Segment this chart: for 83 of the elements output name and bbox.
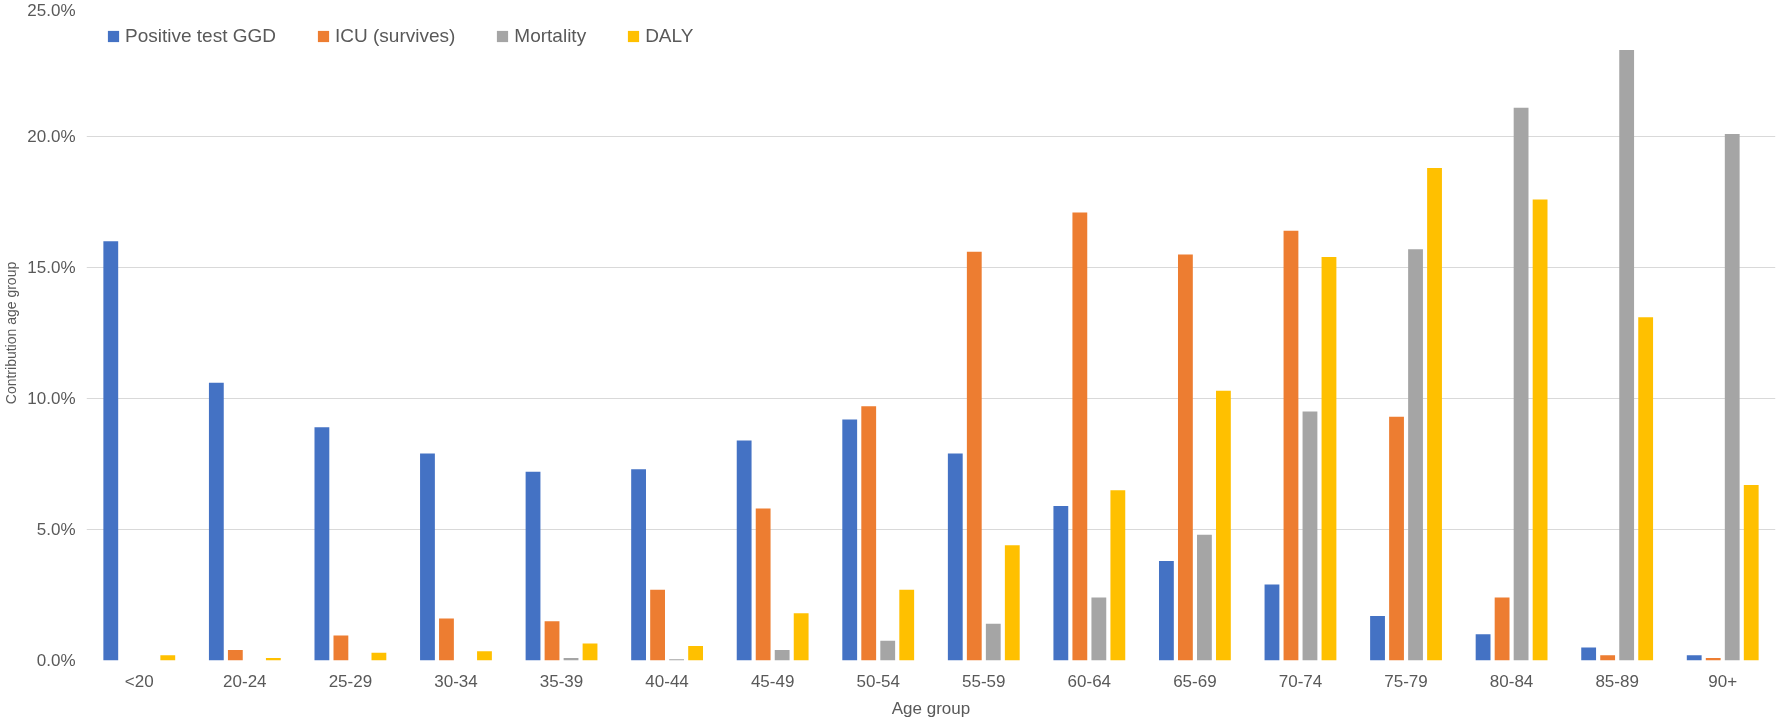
bar (1053, 505, 1069, 661)
legend-label: Mortality (514, 25, 587, 47)
y-axis-title: Contribution age group (3, 261, 20, 405)
bar (774, 650, 790, 661)
y-tick-label: 20.0% (27, 127, 76, 146)
bar (1264, 584, 1280, 661)
x-tick-label: 30-34 (434, 671, 478, 691)
bar (1513, 107, 1529, 661)
bar (650, 589, 665, 661)
bar (103, 241, 119, 661)
bar (736, 440, 752, 661)
bar (1389, 416, 1404, 661)
y-tick-label: 5.0% (36, 520, 76, 539)
bar (1494, 597, 1510, 661)
x-tick-label: 65-69 (1173, 671, 1217, 691)
x-tick-label: 85-89 (1595, 671, 1639, 691)
bar (160, 655, 176, 661)
bar (1600, 655, 1616, 661)
x-tick-label: 20-24 (223, 671, 267, 691)
bar (899, 589, 915, 661)
bar (793, 613, 809, 661)
bar (208, 382, 224, 661)
x-tick-label: 70-74 (1278, 671, 1323, 691)
y-tick-label: 10.0% (27, 389, 76, 408)
bar (1302, 411, 1318, 661)
bar (1638, 317, 1654, 661)
bar (1004, 545, 1020, 661)
bar (1321, 257, 1337, 661)
y-tick-label: 15.0% (27, 258, 76, 277)
bar (1475, 634, 1491, 661)
bar (1581, 647, 1597, 661)
bar (1743, 484, 1759, 661)
x-tick-label: 90+ (1708, 671, 1738, 691)
bar (1197, 534, 1212, 661)
bar (842, 419, 858, 661)
bar (333, 635, 349, 661)
legend-label: DALY (645, 25, 694, 47)
bar (947, 453, 963, 661)
bar (1110, 490, 1126, 661)
bar (1724, 133, 1740, 661)
bar (1427, 167, 1442, 661)
x-axis-title: Age group (891, 698, 971, 718)
bar (1619, 50, 1635, 661)
bar (1178, 254, 1193, 661)
bar (1216, 390, 1231, 661)
y-tick-label: 0.0% (36, 651, 76, 670)
x-tick-label: 55-59 (962, 671, 1006, 691)
y-tick-label: 25.0% (27, 0, 76, 20)
bar (582, 643, 598, 661)
bar (544, 621, 560, 661)
bar (631, 469, 646, 661)
bar (688, 646, 704, 661)
bar (861, 406, 877, 661)
x-tick-label: 80-84 (1489, 671, 1534, 691)
legend-label: Positive test GGD (125, 25, 276, 47)
bar (1408, 249, 1423, 661)
bar (1158, 560, 1174, 661)
bar (966, 251, 982, 661)
legend-label: ICU (survives) (335, 25, 456, 47)
bar (477, 651, 492, 661)
bar (755, 508, 771, 661)
bar (439, 618, 454, 661)
bar (1686, 655, 1702, 661)
bar (1283, 230, 1299, 661)
x-tick-label: 25-29 (328, 671, 373, 691)
bar (1370, 615, 1385, 661)
bar (314, 427, 330, 661)
bar (985, 623, 1001, 661)
x-tick-label: 45-49 (750, 671, 795, 691)
x-tick-label: 75-79 (1384, 671, 1428, 691)
bar (525, 471, 541, 661)
bar (880, 640, 896, 661)
x-tick-label: <20 (124, 671, 154, 691)
bar (420, 453, 435, 661)
x-tick-label: 35-39 (539, 671, 584, 691)
bar (1091, 597, 1107, 661)
bar (227, 650, 243, 661)
x-tick-label: 50-54 (856, 671, 900, 691)
x-tick-label: 60-64 (1067, 671, 1112, 691)
bar (371, 652, 387, 661)
bar (1072, 212, 1088, 661)
bar (1532, 199, 1548, 661)
x-tick-label: 40-44 (645, 671, 689, 691)
